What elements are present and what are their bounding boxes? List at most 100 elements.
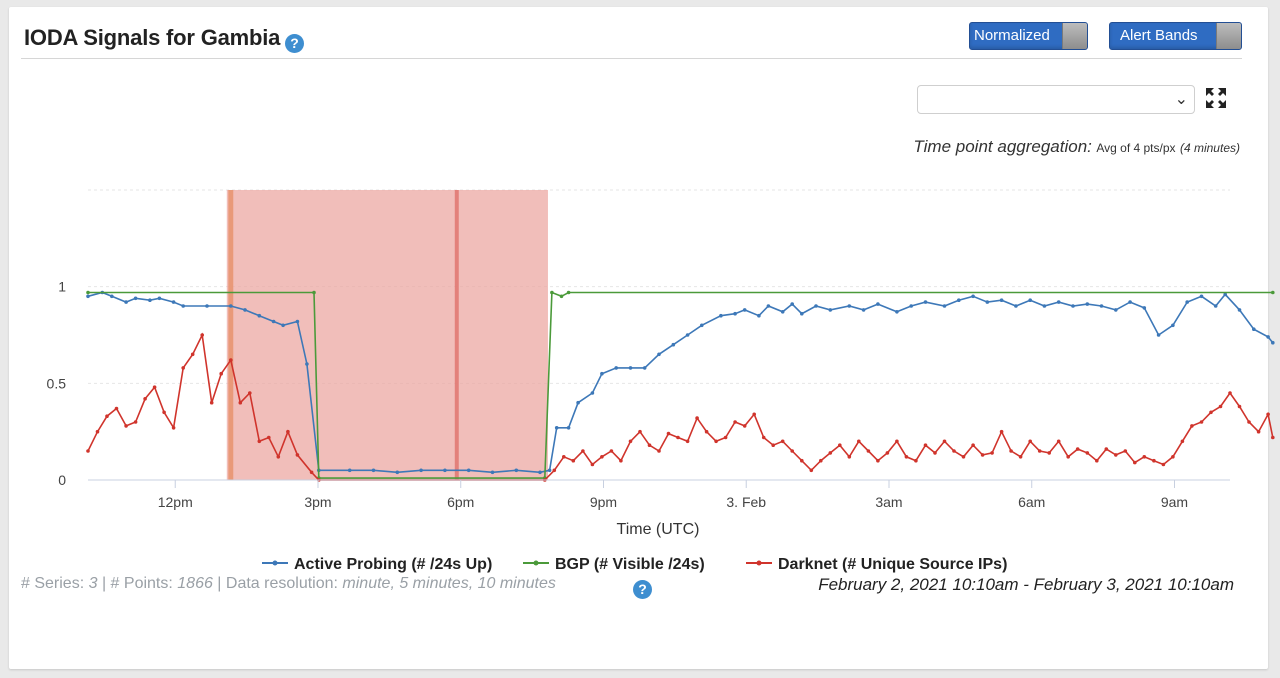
chart-axes: 12pm 3pm 6pm 9pm 3. Feb 3am 6am 9am [88, 479, 1230, 510]
data-point [876, 458, 880, 463]
normalized-toggle-label: Normalized [974, 27, 1050, 44]
data-point [1142, 455, 1147, 459]
data-point [576, 400, 580, 405]
data-point [1056, 439, 1061, 444]
series-select[interactable]: ⌄ [917, 85, 1195, 114]
data-point [562, 455, 566, 459]
data-point [704, 429, 709, 434]
resolution-value: minute, 5 minutes, 10 minutes [342, 575, 556, 592]
data-point [1190, 424, 1194, 428]
data-point [305, 362, 309, 366]
data-point [609, 449, 614, 453]
signals-card [9, 7, 1268, 669]
help-icon[interactable]: ? [285, 34, 304, 53]
data-point [628, 366, 633, 370]
data-point [171, 300, 176, 304]
data-point [1256, 429, 1261, 434]
resolution-help-icon[interactable]: ? [633, 580, 652, 599]
data-point [257, 313, 262, 318]
data-point [1114, 308, 1118, 312]
data-point [143, 397, 147, 401]
data-point [559, 294, 564, 299]
data-point [295, 319, 300, 324]
toggle-knob [1062, 23, 1087, 49]
data-point [904, 455, 909, 459]
alert-bands-toggle[interactable]: Alert Bands [1109, 22, 1242, 50]
data-point [1104, 447, 1109, 451]
data-point [1237, 308, 1242, 312]
legend-label[interactable]: Darknet (# Unique Source IPs) [778, 556, 1007, 573]
data-point [933, 451, 937, 455]
data-point [957, 298, 961, 303]
data-point [1213, 304, 1218, 308]
data-point [295, 453, 300, 457]
x-tick-label: 9pm [590, 494, 617, 510]
data-point [443, 468, 447, 473]
data-point [86, 290, 90, 295]
data-point [700, 323, 704, 328]
data-point [985, 300, 990, 304]
data-point [229, 358, 233, 362]
data-point [1009, 449, 1013, 453]
data-point [657, 449, 661, 453]
data-point [181, 304, 185, 308]
chart-legend: Active Probing (# /24s Up) BGP (# Visible… [262, 556, 1007, 573]
data-point [600, 371, 604, 376]
data-point [281, 323, 285, 328]
data-point [857, 439, 861, 444]
data-point [395, 470, 400, 475]
aggregation-info: Time point aggregation: Avg of 4 pts/px … [913, 137, 1240, 157]
data-point [742, 424, 747, 428]
points-count: 1866 [177, 575, 213, 592]
data-point [1099, 304, 1104, 308]
data-point [286, 429, 290, 434]
legend-marker [272, 560, 278, 566]
data-point [1014, 304, 1018, 308]
legend-label[interactable]: BGP (# Visible /24s) [555, 556, 705, 573]
data-point [1271, 435, 1275, 440]
data-point [1152, 458, 1156, 463]
series-count: 3 [88, 575, 98, 592]
data-point [619, 458, 623, 463]
data-point [942, 304, 947, 308]
data-point [1142, 306, 1147, 310]
data-point [1266, 335, 1270, 339]
data-point [1209, 410, 1213, 415]
data-point [923, 300, 928, 304]
normalized-toggle[interactable]: Normalized [969, 22, 1088, 50]
data-point [205, 304, 209, 308]
y-tick-label: 0 [58, 472, 66, 488]
data-point [114, 406, 119, 411]
data-point [86, 294, 90, 299]
date-range: February 2, 2021 10:10am - February 3, 2… [818, 575, 1234, 594]
legend-marker [533, 560, 539, 566]
page-title: IODA Signals for Gambia [24, 25, 281, 50]
data-point [866, 449, 871, 453]
data-point [885, 451, 890, 455]
data-point [1161, 462, 1166, 467]
data-point [105, 414, 109, 419]
data-point [110, 294, 114, 299]
data-point [590, 462, 595, 467]
data-point [800, 458, 804, 463]
data-point [1114, 453, 1118, 457]
data-point [600, 455, 604, 459]
data-point [999, 429, 1004, 434]
data-point [847, 304, 852, 308]
data-point [238, 400, 243, 405]
data-point [999, 298, 1004, 303]
data-point [719, 313, 723, 318]
data-point [695, 416, 699, 420]
data-point [1066, 455, 1070, 459]
data-point [209, 400, 214, 405]
data-point [581, 449, 585, 453]
data-point [554, 426, 559, 430]
legend-label[interactable]: Active Probing (# /24s Up) [294, 556, 492, 573]
data-point [909, 304, 913, 308]
fullscreen-icon[interactable] [1204, 86, 1228, 110]
data-point [714, 439, 718, 444]
data-point [1037, 449, 1042, 453]
data-point [267, 435, 271, 440]
data-point [466, 468, 471, 473]
data-point [566, 290, 571, 295]
